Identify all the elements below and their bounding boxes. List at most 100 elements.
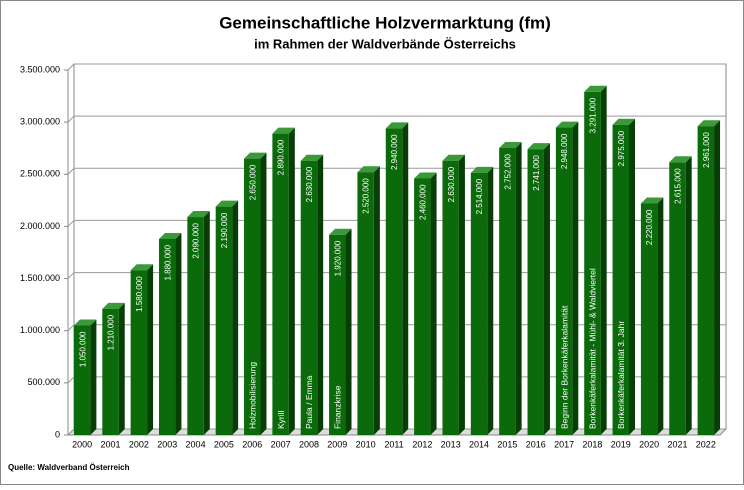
- x-tick-label: 2002: [129, 439, 149, 449]
- bar-top: [73, 319, 97, 326]
- bar: [130, 270, 148, 435]
- bar: [470, 172, 488, 435]
- chart-title: Gemeinschaftliche Holzvermarktung (fm): [219, 13, 551, 32]
- bar-side: [629, 118, 636, 435]
- bar: [669, 162, 686, 436]
- bar-side: [232, 200, 239, 435]
- x-tick-label: 2005: [214, 439, 234, 449]
- bar: [272, 133, 289, 435]
- bar-side: [458, 154, 465, 435]
- value-label: 2.940.000: [390, 134, 399, 170]
- value-label: 2.630.000: [305, 166, 314, 202]
- x-tick-label: 2020: [639, 439, 659, 449]
- grid-line: [67, 115, 726, 123]
- x-tick-label: 2011: [384, 439, 403, 449]
- y-tick-label: 2.500.000: [20, 169, 60, 179]
- x-tick-label: 2012: [412, 439, 432, 449]
- bar-top: [357, 166, 380, 173]
- x-tick-label: 2003: [157, 439, 177, 449]
- y-tick-label: 0: [55, 429, 60, 439]
- value-label: 2.514.000: [475, 178, 484, 214]
- bar: [244, 158, 261, 435]
- bar-top: [130, 264, 154, 271]
- bar: [158, 238, 176, 435]
- bar: [640, 203, 658, 435]
- value-label: 3.291.000: [589, 97, 598, 133]
- bar: [555, 127, 573, 436]
- bar-side: [714, 120, 721, 436]
- bar-top: [470, 166, 494, 173]
- value-label: 2.741.000: [532, 155, 541, 191]
- bar-note: Paula / Emma: [304, 375, 314, 429]
- x-tick-label: 2022: [696, 439, 716, 449]
- bar: [300, 160, 318, 435]
- value-label: 2.650.000: [248, 164, 257, 200]
- bar: [73, 325, 91, 435]
- source: Quelle: Waldverband Österreich: [8, 463, 130, 472]
- x-tick-label: 2004: [186, 439, 206, 449]
- value-label: 1.920.000: [333, 240, 342, 276]
- bar-note: Borkenkäferkalamität 3. Jahr: [616, 321, 626, 429]
- bar-side: [175, 232, 182, 435]
- x-tick-label: 2016: [526, 439, 546, 449]
- bar-top: [442, 154, 465, 161]
- bar-note: Borkenkäferkalamität - Mühl- & Waldviert…: [588, 268, 598, 429]
- x-tick-label: 2010: [356, 439, 376, 449]
- x-tick-label: 2000: [72, 439, 92, 449]
- value-label: 2.752.000: [504, 153, 513, 189]
- value-label: 2.890.000: [277, 139, 286, 175]
- bar-note: Beginn der Borkenkäferkalamität: [559, 305, 569, 429]
- bar: [442, 160, 459, 435]
- bar-note: Kyrill: [276, 410, 286, 429]
- x-tick-label: 2001: [101, 439, 121, 449]
- bar-side: [90, 319, 97, 435]
- x-tick-label: 2008: [299, 439, 319, 449]
- bar-side: [685, 156, 692, 436]
- bar-top: [215, 200, 239, 207]
- value-label: 2.948.000: [560, 133, 569, 169]
- bar: [499, 148, 516, 435]
- y-tick-label: 1.500.000: [20, 273, 60, 283]
- bar: [584, 91, 601, 435]
- bar-top: [187, 211, 210, 218]
- bar-side: [543, 143, 550, 435]
- bar-top: [158, 232, 182, 239]
- x-tick-label: 2009: [327, 439, 347, 449]
- bar: [385, 128, 403, 435]
- bar-side: [515, 142, 522, 435]
- bar-side: [118, 302, 125, 435]
- bar: [187, 217, 204, 435]
- bar-side: [402, 122, 409, 436]
- x-tick-label: 2015: [497, 439, 517, 449]
- bar-top: [102, 302, 125, 309]
- bar-side: [317, 154, 324, 435]
- bar: [102, 308, 119, 435]
- value-label: 2.961.000: [702, 132, 711, 168]
- bar-side: [430, 172, 437, 435]
- x-tick-label: 2014: [469, 439, 489, 449]
- value-label: 2.615.000: [674, 168, 683, 204]
- value-label: 2.975.000: [617, 130, 626, 166]
- bar-top: [555, 121, 579, 128]
- bar-top: [584, 85, 607, 92]
- bar: [697, 126, 715, 436]
- bar-top: [527, 143, 550, 150]
- bar-top: [697, 120, 721, 127]
- value-label: 2.630.000: [447, 166, 456, 202]
- bar: [414, 178, 431, 435]
- grid-line: [67, 63, 726, 71]
- bar-side: [203, 211, 210, 435]
- y-tick-label: 2.000.000: [20, 221, 60, 231]
- value-label: 2.090.000: [192, 222, 201, 258]
- x-tick-label: 2017: [554, 439, 574, 449]
- x-tick-label: 2013: [441, 439, 461, 449]
- value-label: 2.220.000: [645, 209, 654, 245]
- bar-top: [414, 172, 437, 179]
- bar: [357, 172, 374, 435]
- bar-side: [147, 264, 154, 435]
- value-label: 1.580.000: [135, 276, 144, 312]
- chart-subtitle: im Rahmen der Waldverbände Österreichs: [254, 36, 516, 51]
- bar-top: [640, 197, 664, 204]
- bar-top: [669, 156, 692, 163]
